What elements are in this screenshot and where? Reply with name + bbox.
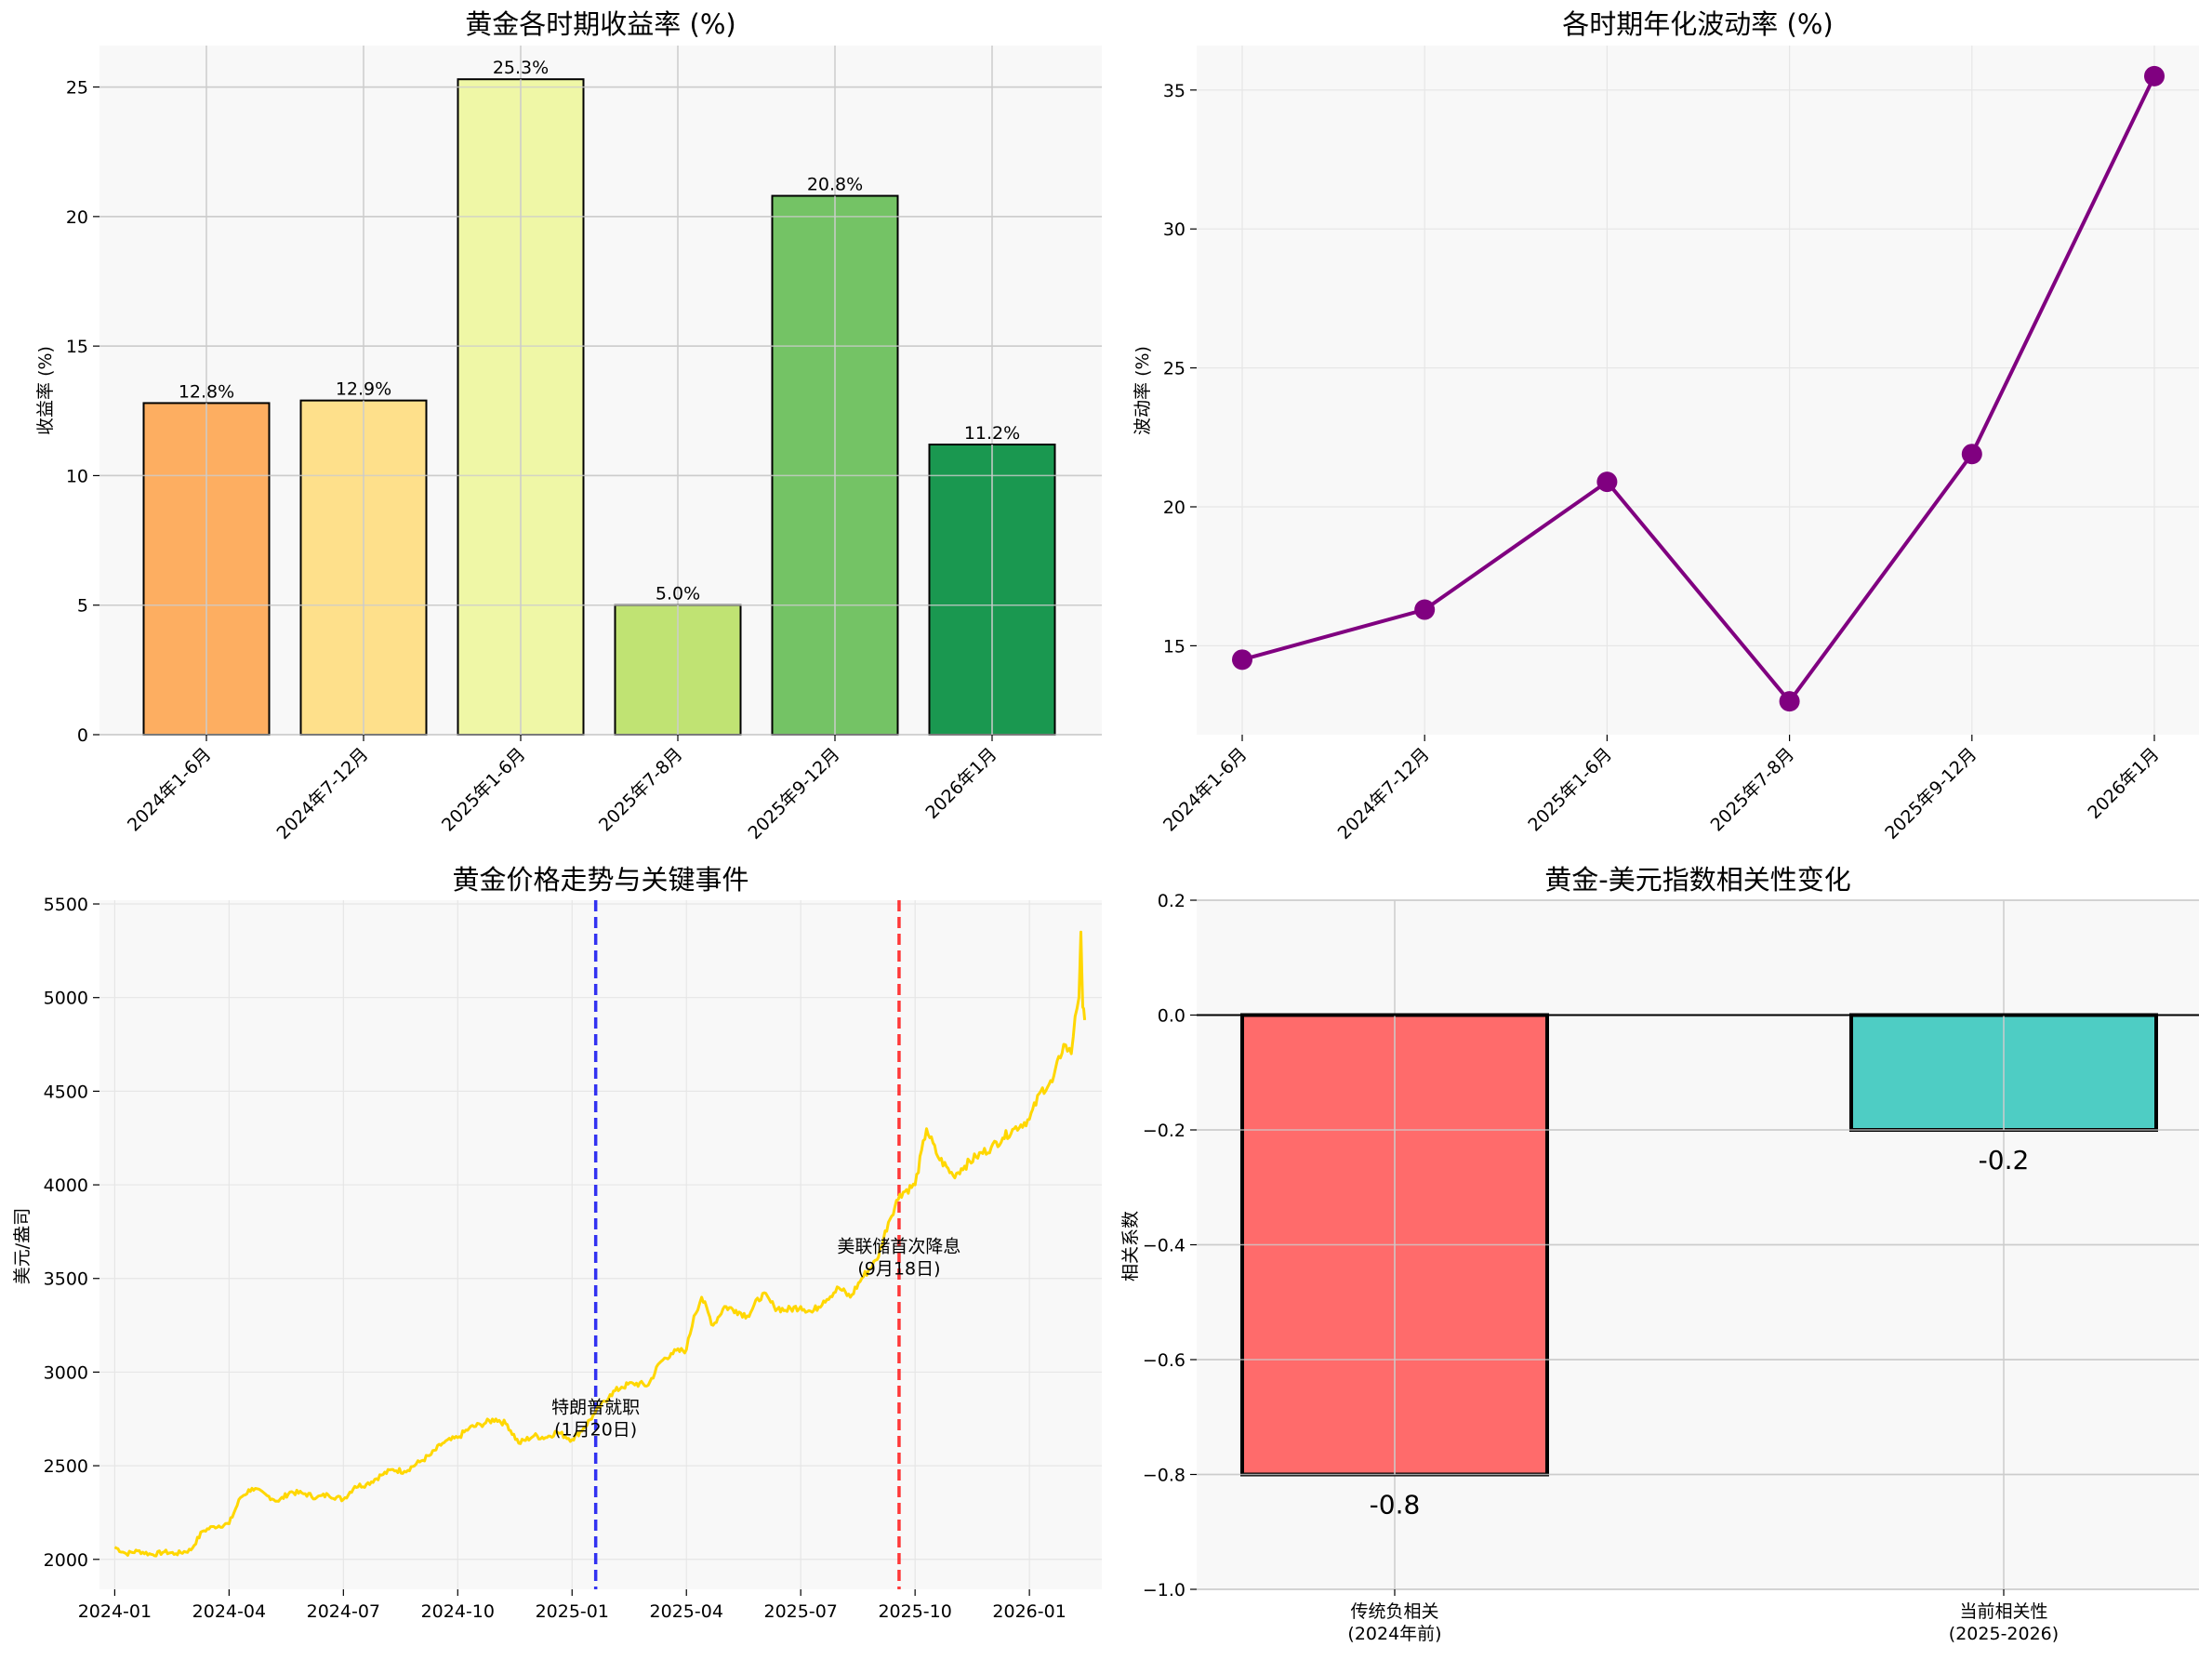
price-y-axis-label: 美元/盎司: [12, 1208, 33, 1284]
returns-chart: 黄金各时期收益率 (%) 0 5 10 15 20 25 2024年1-6月 2024年7-…: [35, 8, 1102, 843]
price-y-tick-label: 5500: [44, 895, 88, 915]
returns-chart-title: 黄金各时期收益率 (%): [465, 8, 735, 40]
returns-y-tick-label: 20: [66, 207, 88, 228]
returns-x-tick-label: 2026年1月: [921, 744, 1000, 823]
price-y-tick-label: 5000: [44, 989, 88, 1009]
correlation-y-axis-label: 相关系数: [1120, 1211, 1141, 1282]
returns-x-tick-label: 2025年7-8月: [595, 744, 687, 836]
price-y-tick-label: 3500: [44, 1269, 88, 1290]
volatility-series-line: [1241, 74, 2156, 704]
price-x-tick-label: 2024-10: [421, 1601, 495, 1622]
volatility-y-tick-label: 35: [1163, 81, 1185, 101]
price-x-tick-label: 2024-04: [192, 1601, 266, 1622]
volatility-point: [1779, 691, 1800, 712]
volatility-x-tick-label: 2024年7-12月: [1334, 744, 1434, 843]
volatility-point: [1961, 444, 1982, 465]
volatility-x-tick-label: 2024年1-6月: [1159, 744, 1252, 836]
volatility-y-tick-label: 25: [1163, 359, 1185, 379]
volatility-chart-title: 各时期年化波动率 (%): [1562, 8, 1833, 40]
volatility-y-tick-label: 20: [1163, 498, 1185, 518]
correlation-bar-value-label: -0.2: [1979, 1145, 2030, 1175]
returns-y-tick-label: 25: [66, 78, 88, 99]
price-x-tick-label: 2025-04: [650, 1601, 723, 1622]
volatility-chart: 各时期年化波动率 (%) 15 20 25 30 35 2024年1-6月 2024年7-…: [1132, 8, 2199, 843]
returns-y-tick-label: 0: [77, 725, 88, 746]
volatility-plot-area: [1197, 46, 2199, 735]
returns-bar-value-label: 12.8%: [179, 381, 234, 402]
volatility-y-tick-label: 15: [1163, 636, 1185, 657]
volatility-x-tick-label: 2025年1-6月: [1524, 744, 1616, 836]
returns-x-tick-label: 2024年7-12月: [272, 744, 372, 843]
volatility-point: [2144, 65, 2165, 86]
price-x-tick-label: 2025-07: [763, 1601, 837, 1622]
price-x-tick-label: 2026-01: [992, 1601, 1066, 1622]
price-event-label: 美联储首次降息: [837, 1237, 960, 1257]
returns-bar-value-label: 20.8%: [807, 175, 863, 195]
price-y-tick-label: 2500: [44, 1456, 88, 1477]
price-x-tick-label: 2024-07: [307, 1601, 380, 1622]
correlation-bar-value-label: -0.8: [1370, 1490, 1421, 1521]
returns-bar-value-label: 25.3%: [493, 58, 549, 78]
returns-x-tick-label: 2025年9-12月: [744, 744, 843, 843]
volatility-y-axis-label: 波动率 (%): [1132, 346, 1153, 435]
correlation-y-tick-label: −0.8: [1143, 1466, 1185, 1486]
price-chart-title: 黄金价格走势与关键事件: [452, 864, 748, 896]
correlation-x-tick-label: 传统负相关: [1350, 1601, 1438, 1622]
price-y-tick-label: 4000: [44, 1175, 88, 1196]
correlation-y-tick-label: −0.2: [1143, 1121, 1185, 1141]
price-y-tick-label: 4500: [44, 1082, 88, 1102]
volatility-x-tick-label: 2025年9-12月: [1881, 744, 1980, 843]
price-plot-area: [99, 900, 1102, 1589]
price-y-tick-label: 2000: [44, 1550, 88, 1571]
correlation-x-tick-sublabel: (2024年前): [1347, 1624, 1441, 1644]
returns-x-tick-label: 2025年1-6月: [438, 744, 530, 836]
price-x-tick-label: 2025-10: [878, 1601, 951, 1622]
price-event-date-label: (1月20日): [554, 1420, 637, 1441]
volatility-y-tick-label: 30: [1163, 219, 1185, 240]
correlation-x-tick-label: 当前相关性: [1959, 1601, 2047, 1622]
correlation-y-tick-label: −0.6: [1143, 1350, 1185, 1371]
correlation-x-tick-sublabel: (2025-2026): [1949, 1624, 2059, 1644]
correlation-chart: 黄金-美元指数相关性变化 −1.0−0.8−0.6−0.4−0.20.00.2 …: [1120, 864, 2199, 1644]
price-series-line: [113, 930, 1087, 1558]
price-y-tick-label: 3000: [44, 1362, 88, 1383]
correlation-chart-title: 黄金-美元指数相关性变化: [1544, 864, 1850, 896]
returns-bar-value-label: 11.2%: [964, 423, 1020, 444]
volatility-point: [1232, 649, 1252, 671]
price-x-tick-label: 2025-01: [536, 1601, 609, 1622]
returns-bar-value-label: 12.9%: [336, 379, 391, 400]
volatility-point: [1414, 599, 1436, 620]
volatility-x-tick-label: 2025年7-8月: [1707, 744, 1799, 836]
returns-bar-value-label: 5.0%: [656, 584, 700, 604]
returns-y-tick-label: 10: [66, 466, 88, 486]
correlation-y-tick-label: 0.0: [1158, 1006, 1185, 1027]
returns-y-tick-label: 15: [66, 337, 88, 357]
price-event-date-label: (9月18日): [857, 1259, 940, 1280]
correlation-y-tick-label: −0.4: [1143, 1236, 1185, 1256]
returns-x-tick-label: 2024年1-6月: [124, 744, 216, 836]
correlation-y-tick-label: 0.2: [1158, 891, 1185, 911]
volatility-x-tick-label: 2026年1月: [2084, 744, 2163, 823]
price-event-label: 特朗普就职: [551, 1398, 640, 1418]
returns-y-axis-label: 收益率 (%): [35, 346, 56, 435]
volatility-point: [1596, 471, 1618, 493]
correlation-y-tick-label: −1.0: [1143, 1580, 1185, 1600]
returns-y-tick-label: 5: [77, 596, 88, 617]
price-chart: 黄金价格走势与关键事件 特朗普就职(1月20日) 美联储首次降息(9月18日) 2…: [12, 864, 1102, 1622]
price-x-tick-label: 2024-01: [78, 1601, 152, 1622]
